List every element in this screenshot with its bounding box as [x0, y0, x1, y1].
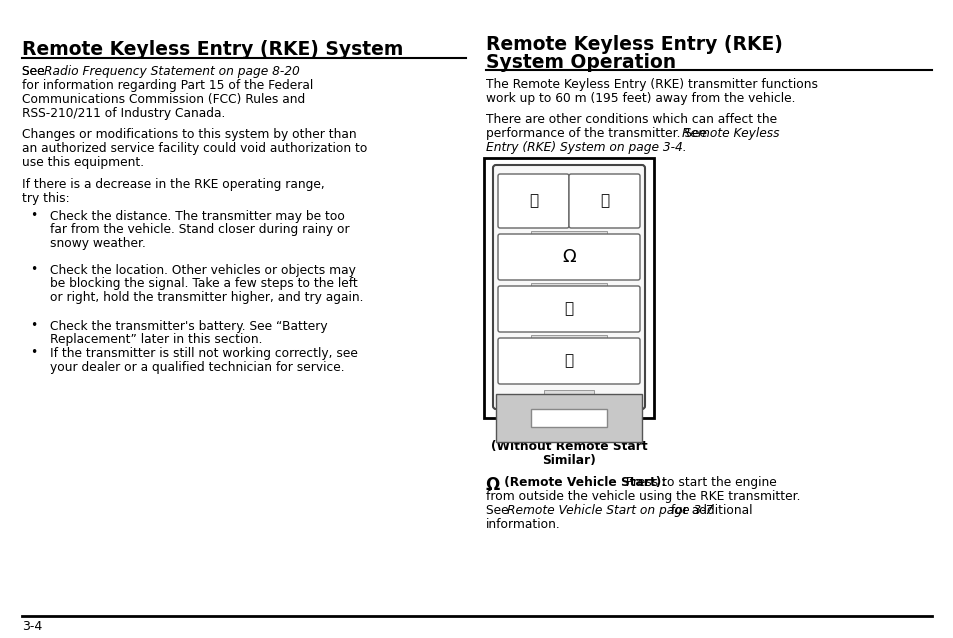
Text: an authorized service facility could void authorization to: an authorized service facility could voi… [22, 142, 367, 155]
Text: Ω: Ω [561, 248, 576, 266]
Text: Radio Frequency Statement on page 8-20: Radio Frequency Statement on page 8-20 [44, 65, 299, 78]
Text: The Remote Keyless Entry (RKE) transmitter functions: The Remote Keyless Entry (RKE) transmitt… [485, 78, 817, 91]
Text: 🚗: 🚗 [564, 353, 573, 369]
Text: Similar): Similar) [541, 454, 596, 467]
Bar [544, 390, 593, 397]
Bar [531, 409, 606, 427]
Text: RSS-210/211 of Industry Canada.: RSS-210/211 of Industry Canada. [22, 107, 225, 120]
Text: for additional: for additional [666, 504, 752, 517]
Text: See: See [22, 65, 49, 78]
Text: Check the distance. The transmitter may be too: Check the distance. The transmitter may … [50, 210, 345, 223]
Text: •: • [30, 319, 37, 332]
FancyBboxPatch shape [497, 286, 639, 332]
Bar [531, 335, 606, 342]
Text: •: • [30, 263, 37, 276]
Text: performance of the transmitter. See: performance of the transmitter. See [485, 127, 710, 140]
Text: be blocking the signal. Take a few steps to the left: be blocking the signal. Take a few steps… [50, 278, 357, 290]
Bar [531, 231, 606, 238]
Text: If the transmitter is still not working correctly, see: If the transmitter is still not working … [50, 347, 357, 360]
Text: use this equipment.: use this equipment. [22, 156, 144, 169]
Text: from outside the vehicle using the RKE transmitter.: from outside the vehicle using the RKE t… [485, 490, 800, 503]
Text: Replacement” later in this section.: Replacement” later in this section. [50, 334, 262, 346]
Bar [531, 283, 606, 290]
Text: •: • [30, 209, 37, 222]
Text: Press to start the engine: Press to start the engine [618, 476, 776, 489]
Text: See: See [485, 504, 512, 517]
Text: 3-4: 3-4 [22, 620, 42, 633]
FancyBboxPatch shape [497, 174, 568, 228]
Text: 🔓: 🔓 [599, 193, 608, 209]
Text: or right, hold the transmitter higher, and try again.: or right, hold the transmitter higher, a… [50, 291, 363, 304]
Text: If there is a decrease in the RKE operating range,: If there is a decrease in the RKE operat… [22, 178, 324, 191]
FancyBboxPatch shape [568, 174, 639, 228]
Text: work up to 60 m (195 feet) away from the vehicle.: work up to 60 m (195 feet) away from the… [485, 92, 795, 105]
Bar [496, 394, 641, 442]
Text: Communications Commission (FCC) Rules and: Communications Commission (FCC) Rules an… [22, 93, 305, 106]
FancyBboxPatch shape [497, 338, 639, 384]
Text: information.: information. [485, 518, 560, 531]
Text: System Operation: System Operation [485, 53, 676, 72]
Text: your dealer or a qualified technician for service.: your dealer or a qualified technician fo… [50, 360, 344, 373]
Text: Check the transmitter's battery. See “Battery: Check the transmitter's battery. See “Ba… [50, 320, 327, 333]
Text: far from the vehicle. Stand closer during rainy or: far from the vehicle. Stand closer durin… [50, 223, 349, 237]
Bar [483, 158, 654, 418]
Text: •: • [30, 346, 37, 359]
FancyBboxPatch shape [497, 234, 639, 280]
Text: (Without Remote Start: (Without Remote Start [490, 440, 647, 453]
Text: 🔒: 🔒 [528, 193, 537, 209]
Text: snowy weather.: snowy weather. [50, 237, 146, 250]
Text: Changes or modifications to this system by other than: Changes or modifications to this system … [22, 128, 356, 141]
Text: Check the location. Other vehicles or objects may: Check the location. Other vehicles or ob… [50, 264, 355, 277]
FancyBboxPatch shape [493, 165, 644, 409]
Text: See: See [22, 65, 49, 78]
Text: try this:: try this: [22, 192, 70, 205]
Text: Remote Keyless Entry (RKE): Remote Keyless Entry (RKE) [485, 35, 782, 54]
Text: 🔊: 🔊 [564, 302, 573, 316]
Text: Remote Vehicle Start on page 3-7: Remote Vehicle Start on page 3-7 [506, 504, 713, 517]
Text: There are other conditions which can affect the: There are other conditions which can aff… [485, 113, 777, 126]
Text: for information regarding Part 15 of the Federal: for information regarding Part 15 of the… [22, 79, 313, 92]
Text: Remote Keyless: Remote Keyless [681, 127, 779, 140]
Text: (Remote Vehicle Start):: (Remote Vehicle Start): [499, 476, 665, 489]
Text: Entry (RKE) System on page 3-4.: Entry (RKE) System on page 3-4. [485, 141, 686, 154]
Text: With Remote Start: With Remote Start [504, 426, 633, 439]
Text: Ω: Ω [485, 476, 499, 494]
Text: Remote Keyless Entry (RKE) System: Remote Keyless Entry (RKE) System [22, 40, 403, 59]
